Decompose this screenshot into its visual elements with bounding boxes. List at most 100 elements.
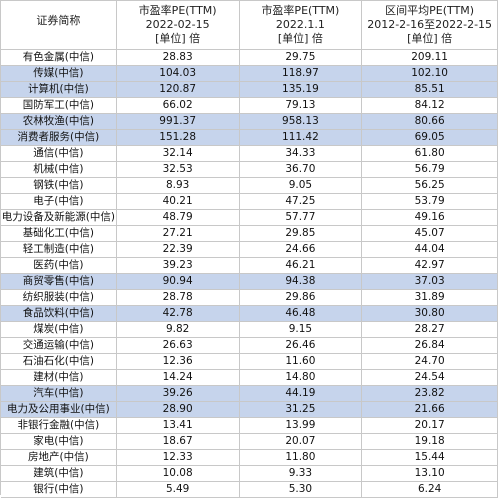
cell-pe-20220101: 111.42 — [240, 130, 363, 145]
cell-avg-pe: 45.07 — [362, 226, 498, 241]
cell-pe-20220215: 5.49 — [117, 482, 240, 497]
cell-pe-20220215: 28.78 — [117, 290, 240, 305]
header-avg-pe: 区间平均PE(TTM) 2012-2-16至2022-2-15 [单位] 倍 — [362, 1, 498, 49]
cell-pe-20220101: 11.60 — [240, 354, 363, 369]
cell-avg-pe: 26.84 — [362, 338, 498, 353]
table-row: 机械(中信) 32.53 36.70 56.79 — [1, 162, 498, 178]
cell-avg-pe: 31.89 — [362, 290, 498, 305]
cell-pe-20220215: 39.23 — [117, 258, 240, 273]
header-avg-pe-title: 区间平均PE(TTM) — [385, 4, 475, 17]
cell-avg-pe: 20.17 — [362, 418, 498, 433]
cell-security-name: 电力设备及新能源(中信) — [1, 210, 117, 225]
cell-pe-20220101: 44.19 — [240, 386, 363, 401]
table-header: 证券简称 市盈率PE(TTM) 2022-02-15 [单位] 倍 市盈率PE(… — [1, 1, 498, 50]
cell-pe-20220215: 18.67 — [117, 434, 240, 449]
cell-avg-pe: 23.82 — [362, 386, 498, 401]
cell-pe-20220215: 32.53 — [117, 162, 240, 177]
cell-pe-20220215: 151.28 — [117, 130, 240, 145]
cell-security-name: 基础化工(中信) — [1, 226, 117, 241]
cell-security-name: 煤炭(中信) — [1, 322, 117, 337]
table-row: 纺织服装(中信) 28.78 29.86 31.89 — [1, 290, 498, 306]
table-row: 钢铁(中信) 8.93 9.05 56.25 — [1, 178, 498, 194]
cell-security-name: 家电(中信) — [1, 434, 117, 449]
cell-pe-20220101: 46.21 — [240, 258, 363, 273]
cell-pe-20220101: 94.38 — [240, 274, 363, 289]
cell-pe-20220101: 57.77 — [240, 210, 363, 225]
cell-avg-pe: 49.16 — [362, 210, 498, 225]
header-pe-20220215-unit: [单位] 倍 — [155, 32, 201, 45]
cell-avg-pe: 28.27 — [362, 322, 498, 337]
cell-avg-pe: 102.10 — [362, 66, 498, 81]
header-pe-20220101: 市盈率PE(TTM) 2022.1.1 [单位] 倍 — [240, 1, 363, 49]
cell-pe-20220101: 118.97 — [240, 66, 363, 81]
table-row: 计算机(中信) 120.87 135.19 85.51 — [1, 82, 498, 98]
cell-avg-pe: 13.10 — [362, 466, 498, 481]
cell-security-name: 石油石化(中信) — [1, 354, 117, 369]
cell-avg-pe: 85.51 — [362, 82, 498, 97]
table-row: 交通运输(中信) 26.63 26.46 26.84 — [1, 338, 498, 354]
table-row: 消费者服务(中信) 151.28 111.42 69.05 — [1, 130, 498, 146]
cell-avg-pe: 6.24 — [362, 482, 498, 497]
cell-security-name: 食品饮料(中信) — [1, 306, 117, 321]
cell-pe-20220101: 9.05 — [240, 178, 363, 193]
table-row: 房地产(中信) 12.33 11.80 15.44 — [1, 450, 498, 466]
cell-pe-20220215: 28.83 — [117, 50, 240, 65]
table-body: 有色金属(中信) 28.83 29.75 209.11 传媒(中信) 104.03 118.… — [1, 50, 498, 498]
header-pe-20220101-title: 市盈率PE(TTM) — [261, 4, 340, 17]
cell-pe-20220215: 22.39 — [117, 242, 240, 257]
cell-pe-20220101: 135.19 — [240, 82, 363, 97]
cell-security-name: 交通运输(中信) — [1, 338, 117, 353]
table-row: 食品饮料(中信) 42.78 46.48 30.80 — [1, 306, 498, 322]
cell-avg-pe: 61.80 — [362, 146, 498, 161]
cell-pe-20220215: 40.21 — [117, 194, 240, 209]
cell-security-name: 医药(中信) — [1, 258, 117, 273]
cell-pe-20220215: 28.90 — [117, 402, 240, 417]
table-row: 建筑(中信) 10.08 9.33 13.10 — [1, 466, 498, 482]
table-row: 电力及公用事业(中信) 28.90 31.25 21.66 — [1, 402, 498, 418]
cell-pe-20220101: 29.86 — [240, 290, 363, 305]
cell-security-name: 农林牧渔(中信) — [1, 114, 117, 129]
cell-pe-20220215: 27.21 — [117, 226, 240, 241]
cell-pe-20220215: 9.82 — [117, 322, 240, 337]
table-row: 煤炭(中信) 9.82 9.15 28.27 — [1, 322, 498, 338]
cell-avg-pe: 24.54 — [362, 370, 498, 385]
cell-pe-20220101: 26.46 — [240, 338, 363, 353]
cell-pe-20220101: 29.75 — [240, 50, 363, 65]
table-row: 国防军工(中信) 66.02 79.13 84.12 — [1, 98, 498, 114]
table-row: 非银行金融(中信) 13.41 13.99 20.17 — [1, 418, 498, 434]
header-pe-20220215: 市盈率PE(TTM) 2022-02-15 [单位] 倍 — [117, 1, 240, 49]
header-security-name-label: 证券简称 — [36, 14, 81, 27]
cell-security-name: 计算机(中信) — [1, 82, 117, 97]
cell-pe-20220215: 10.08 — [117, 466, 240, 481]
cell-pe-20220215: 66.02 — [117, 98, 240, 113]
cell-pe-20220215: 13.41 — [117, 418, 240, 433]
header-security-name: 证券简称 — [1, 1, 117, 49]
cell-security-name: 非银行金融(中信) — [1, 418, 117, 433]
cell-pe-20220101: 14.80 — [240, 370, 363, 385]
header-pe-20220101-date: 2022.1.1 — [275, 18, 325, 31]
cell-pe-20220101: 79.13 — [240, 98, 363, 113]
cell-avg-pe: 15.44 — [362, 450, 498, 465]
table-row: 电子(中信) 40.21 47.25 53.79 — [1, 194, 498, 210]
cell-avg-pe: 44.04 — [362, 242, 498, 257]
cell-pe-20220101: 24.66 — [240, 242, 363, 257]
cell-security-name: 房地产(中信) — [1, 450, 117, 465]
cell-security-name: 轻工制造(中信) — [1, 242, 117, 257]
cell-security-name: 纺织服装(中信) — [1, 290, 117, 305]
table-row: 家电(中信) 18.67 20.07 19.18 — [1, 434, 498, 450]
cell-avg-pe: 56.79 — [362, 162, 498, 177]
table-row: 商贸零售(中信) 90.94 94.38 37.03 — [1, 274, 498, 290]
cell-pe-20220101: 47.25 — [240, 194, 363, 209]
table-row: 汽车(中信) 39.26 44.19 23.82 — [1, 386, 498, 402]
cell-avg-pe: 209.11 — [362, 50, 498, 65]
cell-avg-pe: 84.12 — [362, 98, 498, 113]
header-pe-20220215-date: 2022-02-15 — [145, 18, 210, 31]
header-pe-20220101-unit: [单位] 倍 — [277, 32, 323, 45]
cell-security-name: 电力及公用事业(中信) — [1, 402, 117, 417]
cell-pe-20220101: 9.33 — [240, 466, 363, 481]
cell-avg-pe: 53.79 — [362, 194, 498, 209]
cell-avg-pe: 30.80 — [362, 306, 498, 321]
cell-pe-20220215: 48.79 — [117, 210, 240, 225]
table-row: 通信(中信) 32.14 34.33 61.80 — [1, 146, 498, 162]
